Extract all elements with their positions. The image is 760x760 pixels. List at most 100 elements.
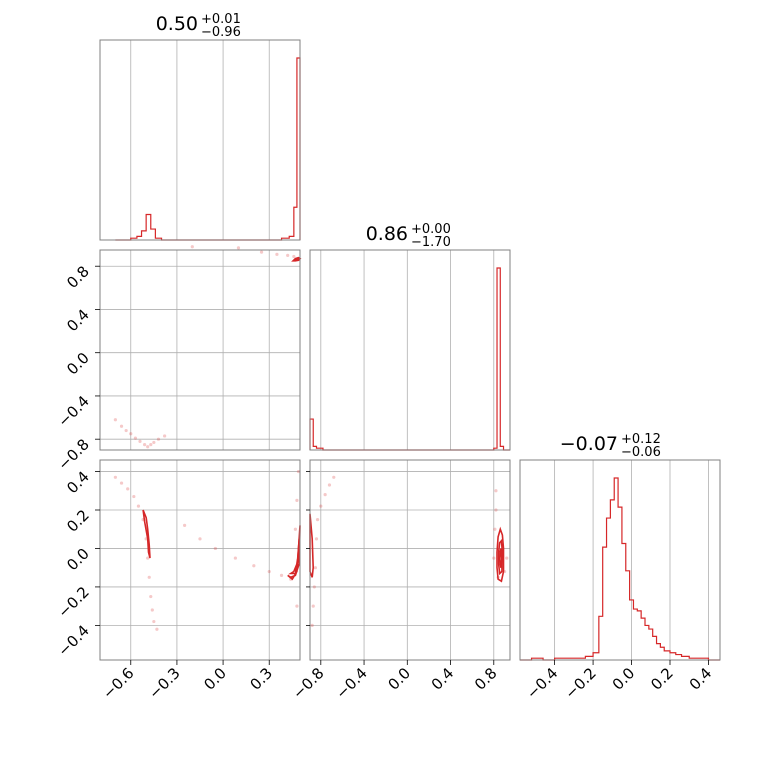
xtick-label-p0-3: 0.3 bbox=[246, 664, 276, 694]
x-ticks-p0: −0.6 −0.3 0.0 0.3 bbox=[99, 660, 276, 703]
panel-hist-p0: 0.50 +0.01 −0.96 bbox=[99, 12, 301, 241]
frame-hist-p2 bbox=[519, 459, 721, 661]
contours-p2-vs-p0 bbox=[142, 509, 301, 581]
scatter-point-p1p0-9 bbox=[152, 440, 156, 445]
scatter-point-p2p0-23 bbox=[296, 469, 301, 474]
scatter-point-p2p0-24 bbox=[295, 604, 299, 608]
grid-2d-p1-p0 bbox=[100, 250, 300, 450]
histogram-p0 bbox=[115, 57, 301, 241]
scatter-p2-vs-p0 bbox=[113, 469, 301, 631]
scatter-point-p2p1-4 bbox=[314, 537, 319, 541]
frame-2d-p2-p1 bbox=[309, 459, 511, 661]
xtick-label-p1-4: 0.8 bbox=[471, 664, 501, 694]
scatter-point-p1p0-11 bbox=[163, 434, 167, 438]
contour-p2p0-0 bbox=[142, 509, 151, 559]
scatter-point-p2p1-13 bbox=[492, 556, 496, 560]
panel-2d-p2-p1: −0.8 −0.4 0.0 0.4 0.8 bbox=[289, 459, 511, 703]
y-ticks-p2: −0.4−0.20.00.20.4 bbox=[54, 468, 100, 660]
ytick-label-p1-1: −0.4 bbox=[54, 392, 92, 430]
title-p2-plus: +0.12 bbox=[621, 432, 661, 447]
ytick-label-p2-0: −0.4 bbox=[54, 621, 92, 659]
scatter-point-p1p0-6 bbox=[143, 442, 147, 447]
contour-p2p1-3 bbox=[498, 548, 503, 568]
xtick-label-p2-1: −0.2 bbox=[561, 664, 599, 702]
ytick-label-p2-1: −0.2 bbox=[54, 583, 92, 621]
scatter-point-p2p1-7 bbox=[323, 493, 327, 497]
scatter-point-p2p1-6 bbox=[319, 504, 323, 508]
scatter-point-p1p0-2 bbox=[124, 428, 128, 433]
ytick-label-p1-0: −0.8 bbox=[54, 435, 92, 473]
scatter-point-p2p0-16 bbox=[233, 556, 237, 560]
xtick-label-p0-0: −0.6 bbox=[99, 664, 137, 702]
scatter-point-p2p0-1 bbox=[119, 481, 124, 485]
scatter-point-p2p0-21 bbox=[293, 527, 297, 531]
title-p2-minus: −0.06 bbox=[621, 445, 661, 460]
scatter-point-p2p0-3 bbox=[132, 494, 136, 499]
scatter-point-p1p0-13 bbox=[236, 246, 241, 250]
ytick-label-p2-2: 0.0 bbox=[63, 545, 93, 575]
scatter-point-p2p0-4 bbox=[136, 504, 141, 508]
contour-p2p0-2 bbox=[288, 538, 300, 575]
scatter-point-p2p1-17 bbox=[505, 556, 509, 560]
xtick-label-p1-1: −0.4 bbox=[332, 664, 370, 702]
scatter-point-p1p0-17 bbox=[292, 254, 296, 259]
scatter-point-p2p0-7 bbox=[146, 556, 150, 560]
xtick-label-p1-3: 0.4 bbox=[428, 664, 458, 694]
scatter-point-p2p0-11 bbox=[152, 619, 156, 624]
xtick-label-p0-2: 0.0 bbox=[200, 664, 230, 694]
title-p2-value: −0.07 bbox=[560, 433, 618, 455]
grid-hist-p2 bbox=[554, 460, 709, 660]
frame-2d-p2-p0 bbox=[99, 459, 301, 661]
frame-hist-p1 bbox=[309, 249, 511, 451]
scatter-point-p1p0-12 bbox=[190, 245, 194, 249]
scatter-point-p1p0-1 bbox=[119, 424, 124, 428]
scatter-point-p2p1-2 bbox=[312, 585, 316, 589]
scatter-point-p2p1-1 bbox=[311, 604, 315, 608]
panel-2d-p2-p0: −0.4−0.20.00.20.4 −0.6 −0.3 0.0 0.3 bbox=[54, 459, 301, 703]
scatter-p1-vs-p0 bbox=[113, 245, 296, 449]
ytick-label-p2-3: 0.2 bbox=[63, 506, 93, 536]
xtick-label-p2-2: 0.0 bbox=[609, 664, 639, 694]
title-p1-value: 0.86 bbox=[366, 223, 408, 245]
x-ticks-p2: −0.4 −0.2 0.0 0.2 0.4 bbox=[523, 660, 715, 703]
scatter-point-p2p0-19 bbox=[279, 573, 284, 577]
scatter-point-p2p1-11 bbox=[494, 508, 498, 512]
panel-2d-p1-p0: −0.8 −0.4 0.0 0.4 0.8 bbox=[54, 245, 302, 474]
contours-p1-vs-p0 bbox=[291, 256, 302, 262]
scatter-point-p2p0-8 bbox=[147, 575, 151, 579]
scatter-point-p2p1-8 bbox=[327, 483, 332, 487]
scatter-point-p2p0-13 bbox=[183, 523, 187, 527]
scatter-point-p2p1-0 bbox=[310, 623, 314, 627]
contour-p1p0-1 bbox=[292, 257, 302, 261]
title-p1-plus: +0.00 bbox=[411, 222, 451, 237]
grid-2d-p2-p1 bbox=[310, 460, 510, 660]
frame-2d-p1-p0 bbox=[99, 249, 301, 451]
title-p0-plus: +0.01 bbox=[201, 12, 241, 27]
frame-hist-p0 bbox=[99, 39, 301, 241]
scatter-point-p2p0-9 bbox=[149, 594, 153, 599]
scatter-point-p2p0-14 bbox=[198, 537, 202, 541]
scatter-point-p1p0-16 bbox=[286, 253, 290, 258]
scatter-point-p2p1-3 bbox=[313, 566, 318, 570]
scatter-point-p1p0-14 bbox=[259, 250, 264, 254]
scatter-point-p1p0-5 bbox=[138, 439, 142, 443]
scatter-point-p2p0-22 bbox=[295, 498, 299, 502]
histogram-p2 bbox=[520, 477, 720, 661]
scatter-point-p1p0-0 bbox=[113, 418, 117, 422]
scatter-point-p2p0-18 bbox=[267, 569, 271, 574]
xtick-label-p0-1: −0.3 bbox=[145, 664, 183, 702]
scatter-point-p2p0-12 bbox=[155, 627, 159, 631]
scatter-point-p2p0-10 bbox=[150, 608, 154, 612]
scatter-point-p1p0-10 bbox=[156, 437, 161, 441]
y-ticks-p1: −0.8 −0.4 0.0 0.4 0.8 bbox=[54, 262, 100, 474]
scatter-point-p2p1-12 bbox=[493, 527, 497, 531]
ytick-label-p1-2: 0.0 bbox=[63, 349, 93, 379]
scatter-point-p1p0-3 bbox=[129, 432, 133, 436]
histogram-p1 bbox=[309, 267, 510, 451]
xtick-label-p2-0: −0.4 bbox=[523, 664, 561, 702]
scatter-point-p2p1-10 bbox=[494, 489, 498, 493]
scatter-point-p2p1-9 bbox=[332, 475, 336, 479]
contours-p2-vs-p1 bbox=[309, 513, 505, 583]
scatter-point-p2p0-15 bbox=[213, 546, 217, 551]
ytick-label-p1-4: 0.8 bbox=[63, 262, 93, 292]
